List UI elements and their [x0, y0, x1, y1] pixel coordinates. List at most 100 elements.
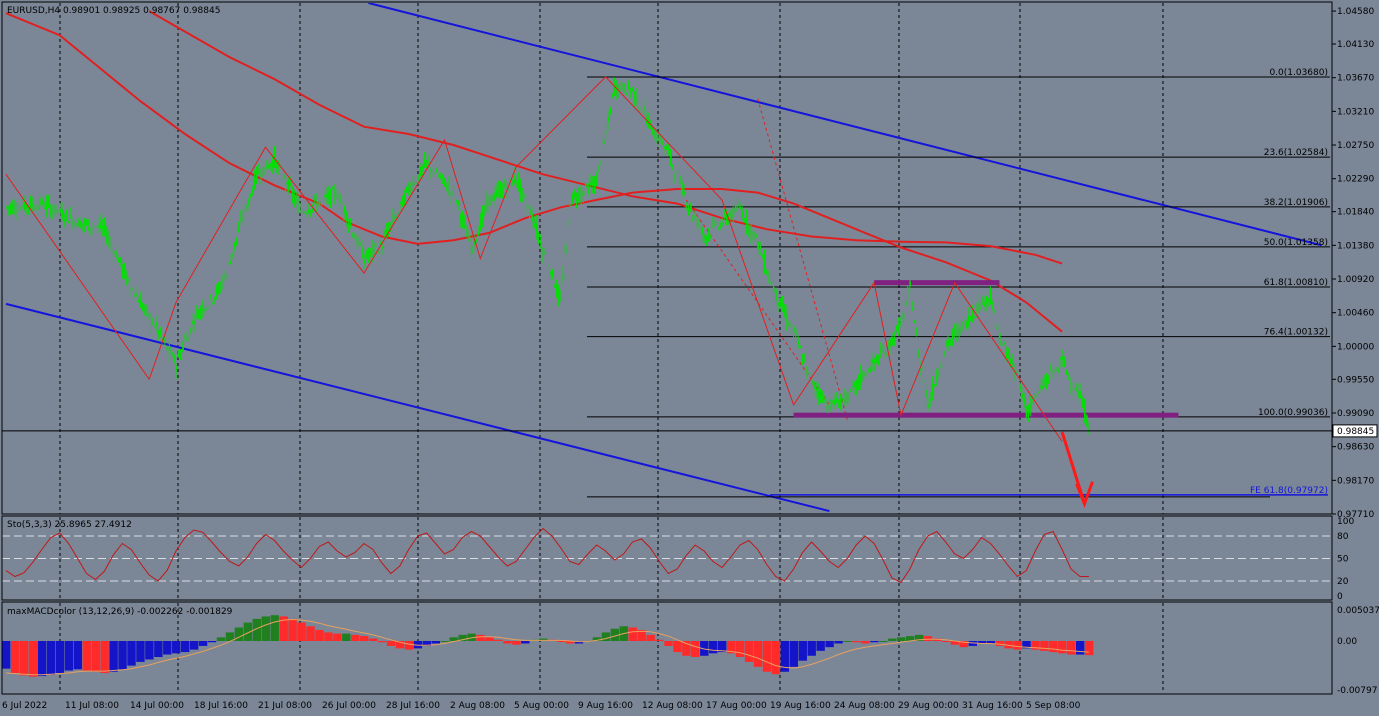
- zigzag-line: [5, 76, 1063, 442]
- candle-body: [229, 260, 231, 265]
- macd-histogram-bar: [136, 641, 145, 662]
- macd-histogram-bar: [163, 641, 172, 655]
- candle-body: [298, 202, 301, 213]
- candle-body: [840, 399, 842, 403]
- candle-body: [634, 91, 636, 101]
- candle-body: [1045, 377, 1048, 383]
- candle-body: [580, 191, 583, 197]
- candle-body: [723, 213, 726, 215]
- candle-body: [146, 307, 149, 309]
- candle-body: [305, 213, 307, 215]
- candle-body: [410, 188, 413, 192]
- candle-body: [1001, 344, 1003, 346]
- candle-body: [600, 161, 603, 163]
- candle-body: [41, 199, 43, 205]
- candle-body: [947, 339, 950, 346]
- candle-body: [781, 302, 784, 310]
- candle-body: [1077, 390, 1079, 398]
- candle-body: [511, 180, 513, 187]
- candle-body: [833, 399, 835, 405]
- candle-body: [703, 236, 706, 239]
- macd-histogram-bar: [476, 634, 485, 642]
- candle-body: [864, 372, 867, 377]
- time-tick-label: 24 Aug 08:00: [834, 701, 895, 711]
- macd-histogram-bar: [198, 641, 208, 646]
- macd-histogram-bar: [1076, 641, 1085, 655]
- candle-body: [81, 223, 84, 225]
- candle-body: [130, 287, 133, 292]
- candle-body: [983, 301, 985, 308]
- candle-body: [837, 406, 840, 408]
- candle-body: [50, 207, 52, 215]
- macd-histogram-bar: [628, 627, 637, 642]
- candle-body: [164, 339, 166, 341]
- candle-body: [878, 360, 880, 365]
- candle-body: [714, 221, 717, 226]
- candle-body: [1063, 360, 1066, 366]
- candle-body: [52, 210, 55, 214]
- candle-body: [227, 262, 229, 264]
- fib-level-label: 76.4(1.00132): [1264, 328, 1328, 338]
- candle-body: [318, 201, 321, 206]
- macd-histogram-bar: [512, 641, 521, 645]
- candle-body: [9, 205, 12, 208]
- macd-histogram-bar: [422, 641, 432, 646]
- time-tick-label: 9 Aug 16:00: [578, 701, 633, 711]
- macd-histogram-bar: [1067, 641, 1076, 655]
- candle-body: [663, 146, 665, 149]
- candle-body: [891, 337, 894, 345]
- macd-histogram-bar: [55, 641, 65, 673]
- candle-body: [902, 313, 905, 320]
- candle-body: [408, 187, 410, 192]
- candle-body: [627, 82, 630, 89]
- macd-histogram-bar: [852, 641, 861, 643]
- candle-body: [815, 387, 818, 391]
- macd-histogram-bar: [592, 637, 602, 642]
- candle-body: [36, 205, 39, 211]
- candle-body: [186, 335, 189, 342]
- support-resistance-zone: [874, 280, 1000, 286]
- candle-body: [477, 231, 480, 237]
- candle-body: [681, 182, 683, 195]
- candle-body: [640, 111, 643, 113]
- candle-body: [430, 167, 433, 172]
- candle-body: [370, 249, 372, 251]
- candle-body: [202, 306, 204, 313]
- macd-histogram-bar: [780, 641, 790, 672]
- candle-body: [103, 222, 106, 229]
- macd-histogram-bar: [109, 641, 118, 672]
- price-tick-label: 0.99550: [1337, 375, 1374, 385]
- macd-histogram-bar: [905, 636, 915, 642]
- candle-body: [166, 346, 169, 350]
- macd-tick-label: 0.005037: [1337, 606, 1379, 616]
- macd-histogram-bar: [261, 616, 270, 642]
- candle-body: [925, 389, 927, 398]
- candle-body: [392, 215, 395, 223]
- macd-histogram-bar: [1013, 641, 1022, 650]
- macd-histogram-bar: [431, 641, 440, 644]
- candle-body: [652, 134, 654, 136]
- macd-histogram-bar: [91, 641, 100, 672]
- candle-body: [665, 146, 668, 150]
- candle-body: [48, 201, 50, 203]
- candle-body: [869, 366, 871, 373]
- candle-body: [25, 204, 28, 208]
- macd-histogram-bar: [539, 638, 548, 642]
- candle-body: [777, 302, 780, 305]
- macd-histogram-bar: [1004, 641, 1013, 649]
- time-tick-label: 17 Aug 00:00: [706, 701, 767, 711]
- candle-body: [197, 314, 200, 319]
- candle-body: [242, 218, 245, 220]
- candle-body: [332, 188, 334, 190]
- candle-body: [117, 258, 119, 263]
- macd-histogram-bar: [225, 632, 235, 642]
- candle-body: [898, 322, 900, 334]
- candle-body: [475, 239, 477, 242]
- candle-body: [171, 351, 173, 358]
- candle-body: [618, 86, 621, 93]
- candle-body: [819, 390, 822, 398]
- time-tick-label: 5 Sep 08:00: [1026, 701, 1081, 711]
- candle-body: [453, 187, 455, 189]
- macd-histogram-bar: [127, 641, 136, 666]
- candle-body: [115, 251, 117, 259]
